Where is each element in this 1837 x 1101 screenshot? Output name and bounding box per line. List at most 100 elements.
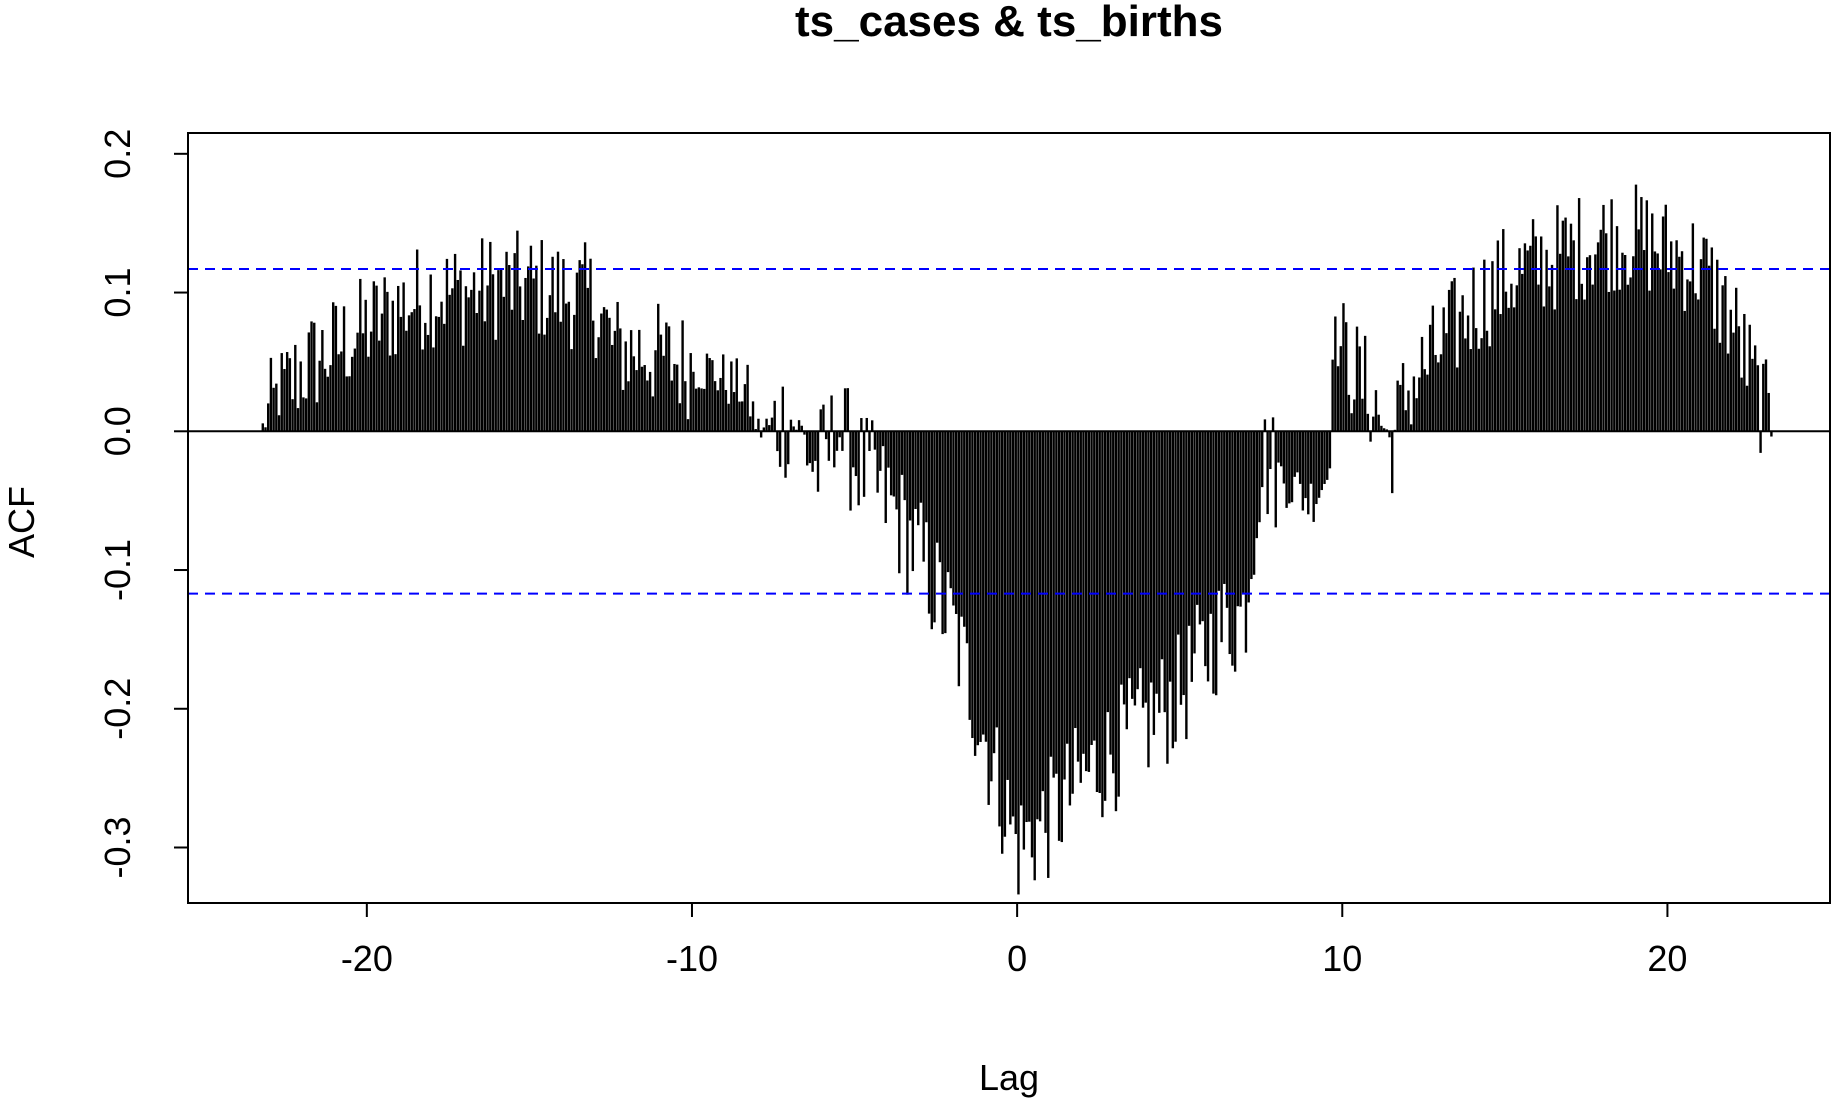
acf-bar (841, 431, 844, 451)
acf-bar (1431, 305, 1435, 432)
acf-bar (1456, 367, 1459, 432)
acf-bar (329, 365, 332, 432)
acf-bar (1084, 431, 1088, 772)
acf-bar (1661, 216, 1665, 432)
acf-bar (681, 320, 684, 432)
acf-bar (933, 431, 936, 623)
acf-bar (922, 431, 925, 562)
acf-bar (1558, 253, 1562, 432)
acf-bar (1680, 251, 1684, 432)
acf-bar (1220, 431, 1223, 643)
acf-bar (1737, 326, 1741, 432)
acf-bar (1239, 431, 1242, 607)
acf-bar (1380, 425, 1383, 432)
acf-bar (925, 431, 928, 523)
acf-bar (1315, 431, 1318, 505)
acf-bar (1604, 233, 1608, 432)
acf-bar (1412, 376, 1416, 432)
acf-bar (1751, 358, 1754, 432)
acf-bar (1149, 431, 1153, 683)
acf-bar (1607, 291, 1611, 432)
acf-bar (843, 388, 847, 432)
acf-bar (895, 431, 898, 510)
acf-bar (1144, 431, 1147, 703)
acf-bar (914, 431, 917, 509)
acf-bar (1071, 431, 1074, 794)
acf-bar (857, 431, 860, 506)
acf-bar (275, 383, 278, 432)
acf-bars (261, 184, 1773, 895)
acf-bar (1093, 431, 1096, 741)
acf-bar (1033, 431, 1036, 881)
acf-bar (1634, 184, 1638, 432)
acf-bar (873, 431, 877, 450)
acf-bar (995, 431, 998, 728)
acf-bar (1672, 288, 1676, 432)
acf-bar (345, 376, 348, 432)
acf-bar (1512, 307, 1516, 432)
acf-bar (684, 381, 687, 432)
acf-bar (421, 349, 424, 432)
acf-bar (489, 241, 492, 432)
acf-bar (1770, 431, 1773, 437)
acf-bar (697, 387, 701, 432)
acf-bar (944, 431, 947, 634)
acf-bar (356, 332, 359, 432)
acf-bar (1399, 384, 1402, 432)
acf-bar (380, 313, 384, 432)
acf-bar (1052, 431, 1055, 778)
acf-bar (337, 354, 340, 432)
acf-bar (1019, 431, 1023, 806)
acf-bar (960, 431, 963, 617)
acf-bar (773, 400, 776, 432)
acf-bar (613, 330, 617, 432)
acf-bar (1439, 354, 1443, 432)
acf-bar (1131, 431, 1134, 699)
acf-bar (1212, 431, 1215, 694)
acf-bar (1388, 431, 1391, 438)
acf-bar (906, 431, 909, 595)
acf-bar (1125, 431, 1128, 730)
acf-bar (965, 431, 969, 644)
acf-bar (478, 290, 481, 432)
acf-bar (1182, 431, 1185, 696)
acf-bar (667, 326, 671, 432)
y-tick-label: 0.0 (97, 406, 138, 456)
acf-bar (898, 431, 901, 574)
acf-bar (556, 251, 560, 432)
acf-bar (705, 353, 709, 432)
acf-bar (1534, 236, 1537, 432)
acf-bar (1103, 431, 1107, 801)
acf-bar (1196, 431, 1199, 605)
acf-bar (1036, 431, 1039, 820)
acf-bar (954, 431, 958, 614)
acf-bar (1602, 204, 1605, 432)
acf-bar (811, 431, 814, 472)
acf-bar (505, 251, 508, 432)
acf-bar (1139, 431, 1142, 669)
acf-bar (1437, 362, 1440, 432)
acf-bar (545, 317, 549, 432)
acf-bar (424, 322, 427, 432)
acf-bar (502, 296, 506, 432)
acf-bar (321, 330, 324, 432)
acf-bar (884, 431, 887, 524)
acf-bar (635, 370, 638, 432)
acf-bar (1011, 431, 1015, 817)
acf-bar (1079, 431, 1082, 783)
acf-bar (659, 334, 663, 432)
acf-bar (350, 356, 354, 432)
acf-bar (632, 356, 636, 432)
acf-bar (1258, 431, 1261, 523)
acf-bar (1312, 431, 1315, 522)
acf-bar (592, 320, 595, 432)
acf-bar (437, 316, 441, 432)
acf-bar (532, 278, 535, 432)
acf-bar (1615, 226, 1619, 432)
acf-bar (987, 431, 990, 805)
acf-bar (694, 388, 698, 432)
acf-bar (1623, 254, 1627, 432)
acf-bar (892, 431, 896, 497)
acf-bar (1667, 272, 1670, 432)
